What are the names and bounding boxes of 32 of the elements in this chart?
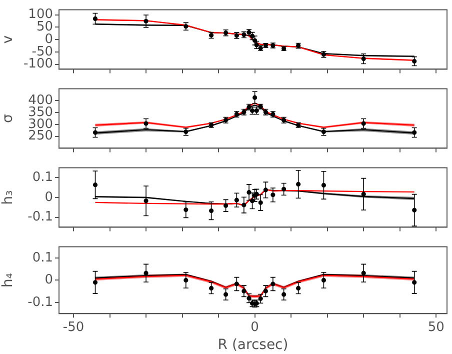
point [92, 182, 98, 188]
point [296, 182, 301, 187]
y-tick-label: -100 [23, 56, 53, 72]
point [282, 186, 286, 192]
y-axis-title: v [0, 35, 16, 44]
y-tick-label: 50 [36, 20, 53, 34]
point [209, 208, 214, 214]
point [321, 182, 326, 188]
x-tick-label: 50 [428, 320, 444, 335]
y-tick-label: -0.1 [28, 294, 53, 310]
y-tick-label: -50 [32, 44, 53, 60]
y-tick-label: 0 [44, 190, 53, 205]
point [296, 286, 301, 291]
y-tick-label: 250 [28, 128, 53, 144]
x-tick-label: -50 [62, 320, 84, 335]
y-tick-label: -0.1 [28, 210, 53, 225]
point [92, 16, 98, 22]
point [263, 288, 268, 294]
y-tick-label: 0.1 [32, 170, 53, 186]
y-axis-title: h₄ [0, 272, 16, 288]
y-tick-label: 350 [28, 104, 53, 120]
y-tick-label: 0 [44, 32, 53, 47]
x-tick-label: 0 [250, 320, 259, 335]
y-axis-title: h₃ [0, 190, 16, 205]
point [224, 203, 228, 208]
point [321, 278, 326, 282]
y-tick-label: 0.1 [32, 250, 53, 266]
point [209, 286, 214, 291]
y-tick-label: 100 [28, 7, 53, 22]
y-axis-title: σ [0, 114, 16, 123]
y-tick-label: 0 [44, 272, 53, 288]
x-axis-title: R (arcsec) [218, 337, 288, 354]
